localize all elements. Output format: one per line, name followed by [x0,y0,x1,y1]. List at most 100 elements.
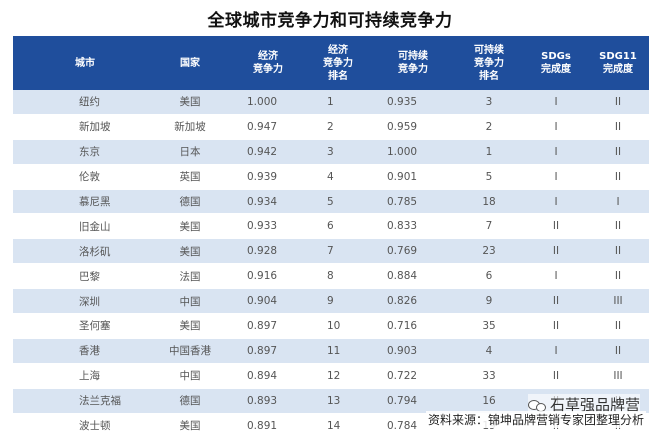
cell-sdg11: II [587,90,649,115]
cell-econ-comp: 0.916 [233,263,303,290]
cell-sust-rank: 7 [453,213,525,240]
cell-econ-rank: 6 [303,213,373,240]
cell-sust-comp: 0.833 [373,213,453,240]
table-row: 纽约 美国 1.000 1 0.935 3 I II [13,90,649,115]
cell-sdg11: I [587,189,649,215]
cell-sust-comp: 1.000 [373,139,453,165]
cell-country: 中国香港 [147,338,233,364]
table-row: 上海 中国 0.894 12 0.722 33 II III [13,363,649,389]
cell-sdg11: II [587,114,649,140]
header-sust-comp: 可持续 竞争力 [373,36,453,90]
table-row: 圣何塞 美国 0.897 10 0.716 35 II II [13,313,649,339]
cell-country: 法国 [147,263,233,290]
cell-city: 旧金山 [13,213,147,240]
table-row: 东京 日本 0.942 3 1.000 1 I II [13,139,649,165]
cell-sust-rank: 23 [453,238,525,265]
cell-sust-rank: 1 [453,139,525,165]
cell-country: 英国 [147,164,233,190]
cell-sdg11: II [587,164,649,190]
cell-sdg11: III [587,363,649,389]
cell-city: 香港 [13,338,147,364]
header-econ-rank: 经济 竞争力 排名 [303,36,373,90]
table-row: 香港 中国香港 0.897 11 0.903 4 I II [13,338,649,364]
cell-econ-rank: 9 [303,288,373,315]
table-row: 新加坡 新加坡 0.947 2 0.959 2 I II [13,114,649,140]
watermark-text: 石草强品牌营 [549,396,640,414]
cell-sust-comp: 0.769 [373,238,453,265]
cell-sdgs: I [525,338,587,364]
header-country: 国家 [147,36,233,90]
cell-country: 美国 [147,313,233,339]
cell-sdgs: I [525,139,587,165]
cell-sdg11: II [587,313,649,339]
cell-sust-comp: 0.959 [373,114,453,140]
cell-sust-rank: 33 [453,363,525,389]
table-row: 巴黎 法国 0.916 8 0.884 6 I II [13,263,649,290]
header-econ-comp: 经济 竞争力 [233,36,303,90]
cell-city: 慕尼黑 [13,189,147,215]
cell-sdgs: II [525,213,587,240]
cell-econ-comp: 0.928 [233,238,303,265]
wechat-icon [527,398,546,412]
cell-country: 中国 [147,363,233,389]
cell-sust-rank: 4 [453,338,525,364]
cell-city: 新加坡 [13,114,147,140]
cell-econ-rank: 1 [303,90,373,115]
cell-econ-rank: 5 [303,189,373,215]
cell-sdgs: I [525,90,587,115]
cell-sust-rank: 6 [453,263,525,290]
cell-econ-comp: 0.942 [233,139,303,165]
cell-sdg11: II [587,139,649,165]
cell-sust-comp: 0.903 [373,338,453,364]
cell-econ-rank: 13 [303,388,373,414]
cell-country: 美国 [147,238,233,265]
cell-city: 洛杉矶 [13,238,147,265]
cell-country: 德国 [147,189,233,215]
cell-econ-comp: 1.000 [233,90,303,115]
cell-sust-comp: 0.716 [373,313,453,339]
competitiveness-table: 城市 国家 经济 竞争力 经济 竞争力 排名 可持续 竞争力 可持续 竞争力 排名 SDGs… [13,36,649,438]
cell-sust-rank: 35 [453,313,525,339]
cell-city: 波士顿 [13,413,147,438]
cell-sust-rank: 3 [453,90,525,115]
cell-country: 美国 [147,213,233,240]
table-row: 伦敦 英国 0.939 4 0.901 5 I II [13,164,649,190]
cell-sust-rank: 2 [453,114,525,140]
page-title: 全球城市竞争力和可持续竞争力 [207,11,453,31]
table-header-row: 城市 国家 经济 竞争力 经济 竞争力 排名 可持续 竞争力 可持续 竞争力 排名 SDGs… [13,36,649,90]
cell-sdg11: II [587,263,649,290]
cell-city: 伦敦 [13,164,147,190]
cell-econ-rank: 14 [303,413,373,438]
cell-econ-comp: 0.934 [233,189,303,215]
cell-sust-rank: 9 [453,288,525,315]
cell-sdgs: II [525,238,587,265]
cell-sdg11: II [587,338,649,364]
cell-country: 中国 [147,288,233,315]
cell-sdgs: II [525,363,587,389]
watermark: 石草强品牌营 [527,394,640,415]
table-row: 慕尼黑 德国 0.934 5 0.785 18 I I [13,189,649,215]
cell-sust-comp: 0.935 [373,90,453,115]
source-note: 资料来源：锦坤品牌营销专家团整理分析 [425,411,646,428]
cell-sust-comp: 0.901 [373,164,453,190]
cell-sust-comp: 0.722 [373,363,453,389]
table-row: 旧金山 美国 0.933 6 0.833 7 II II [13,213,649,240]
cell-sdg11: III [587,288,649,315]
cell-sdgs: I [525,263,587,290]
cell-sdg11: II [587,238,649,265]
header-city: 城市 [13,36,147,90]
table-row: 深圳 中国 0.904 9 0.826 9 II III [13,288,649,315]
cell-econ-rank: 4 [303,164,373,190]
cell-econ-comp: 0.904 [233,288,303,315]
cell-sust-comp: 0.794 [373,388,453,414]
cell-country: 日本 [147,139,233,165]
cell-econ-comp: 0.894 [233,363,303,389]
cell-sdgs: I [525,164,587,190]
cell-econ-comp: 0.933 [233,213,303,240]
cell-sdgs: I [525,114,587,140]
cell-city: 巴黎 [13,263,147,290]
cell-country: 德国 [147,388,233,414]
cell-econ-comp: 0.893 [233,388,303,414]
cell-econ-rank: 11 [303,338,373,364]
